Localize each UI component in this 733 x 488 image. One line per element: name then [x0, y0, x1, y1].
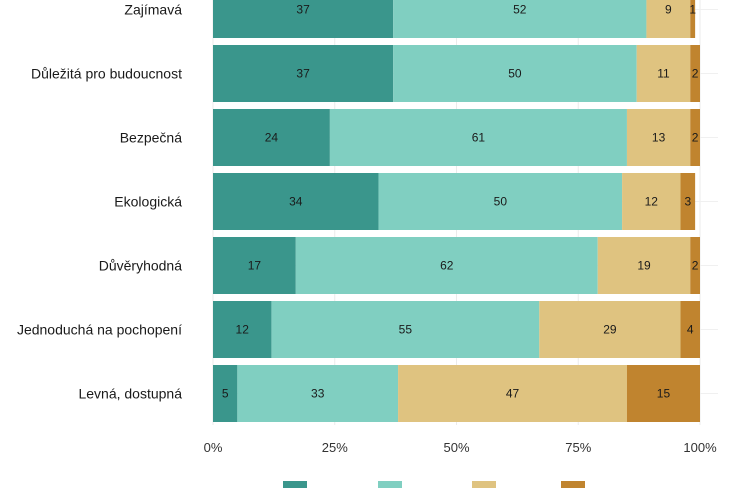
category-labels: Zajímavá Důležitá pro budoucnost Bezpečná E…: [17, 2, 182, 402]
bar-segment: [271, 301, 540, 358]
x-tick-label: 100%: [683, 440, 717, 455]
data-label: 5: [222, 387, 229, 401]
bar-segment: [646, 0, 691, 38]
data-label: 55: [399, 323, 413, 337]
bar-segment: [393, 45, 637, 102]
data-label: 19: [637, 259, 651, 273]
legend-swatch: [561, 481, 585, 488]
data-label: 50: [508, 67, 522, 81]
data-label: 37: [296, 3, 310, 17]
bar-segment: [213, 0, 394, 38]
bar-segment: [393, 0, 647, 38]
category-label: Jednoduchá na pochopení: [17, 322, 182, 338]
data-label: 2: [692, 259, 699, 273]
x-axis-ticks: 0% 25% 50% 75% 100%: [204, 440, 717, 455]
data-label: 11: [657, 67, 670, 81]
bar-segment: [690, 0, 696, 38]
bar-segment: [680, 173, 696, 230]
data-label: 12: [645, 195, 659, 209]
bar-segment: [597, 237, 691, 294]
data-label: 50: [494, 195, 508, 209]
bar-segment: [636, 45, 691, 102]
bar-segment: [213, 237, 296, 294]
bar-segment: [690, 109, 700, 166]
data-label: 15: [657, 387, 671, 401]
data-label: 24: [265, 131, 279, 145]
x-tick-label: 0%: [204, 440, 223, 455]
bar-segment: [213, 365, 238, 422]
category-label: Důležitá pro budoucnost: [31, 66, 182, 82]
bar-segment: [237, 365, 399, 422]
bar-segment: [213, 173, 379, 230]
data-label: 37: [296, 67, 310, 81]
data-label: 3: [684, 195, 691, 209]
data-label: 9: [665, 3, 672, 17]
data-label: 34: [289, 195, 303, 209]
data-label: 17: [248, 259, 262, 273]
x-tick-label: 50%: [443, 440, 469, 455]
data-label: 2: [692, 67, 699, 81]
bar-segment: [690, 45, 700, 102]
data-label: 4: [687, 323, 694, 337]
data-label: 52: [513, 3, 527, 17]
x-tick-label: 25%: [322, 440, 348, 455]
bar-segment: [329, 109, 627, 166]
data-label: 2: [692, 131, 699, 145]
data-label: 61: [472, 131, 486, 145]
bar-segment: [213, 301, 272, 358]
bar-segment: [213, 45, 394, 102]
bar-segment: [626, 109, 691, 166]
bars: 37 52 9 1 37 50 11 2 24 61 13 2 34 50 12 3 17 62 19 2 12 55 29…: [213, 0, 700, 422]
data-label: 13: [652, 131, 666, 145]
category-label: Bezpečná: [120, 130, 182, 146]
bar-segment: [539, 301, 681, 358]
bar-segment: [398, 365, 627, 422]
category-label: Důvěryhodná: [99, 258, 182, 274]
bar-segment: [295, 237, 598, 294]
data-label: 33: [311, 387, 325, 401]
category-label: Zajímavá: [124, 2, 182, 18]
data-label: 47: [506, 387, 520, 401]
data-label: 62: [440, 259, 454, 273]
data-label: 1: [689, 3, 696, 17]
bar-segment: [378, 173, 623, 230]
legend: [283, 481, 585, 488]
category-label: Ekologická: [114, 194, 182, 210]
category-label: Levná, dostupná: [78, 386, 182, 402]
legend-swatch: [472, 481, 496, 488]
data-label: 29: [603, 323, 617, 337]
legend-swatch: [378, 481, 402, 488]
legend-swatch: [283, 481, 307, 488]
bar-segment: [622, 173, 681, 230]
x-tick-label: 75%: [565, 440, 591, 455]
bar-segment: [680, 301, 700, 358]
data-label: 12: [236, 323, 250, 337]
bar-segment: [626, 365, 700, 422]
bar-segment: [690, 237, 700, 294]
bar-segment: [213, 109, 330, 166]
